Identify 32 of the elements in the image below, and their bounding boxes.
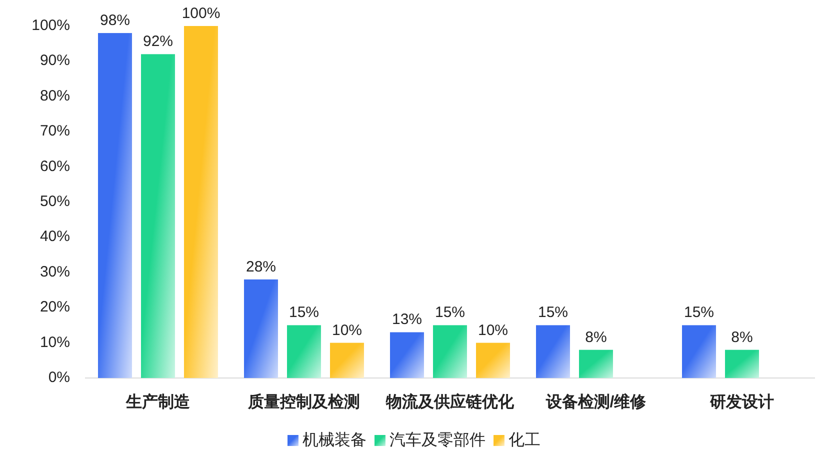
legend-label: 机械装备 — [302, 432, 366, 450]
y-tick-label: 20% — [40, 298, 70, 316]
data-label: 92% — [142, 33, 174, 50]
x-tick-label: 生产制造 — [126, 394, 190, 411]
data-label: 10% — [478, 322, 508, 339]
y-tick-label: 40% — [40, 228, 70, 246]
y-tick-label: 30% — [40, 263, 70, 280]
data-label: 13% — [392, 311, 422, 328]
y-tick-label: 100% — [32, 16, 70, 34]
y-tick-label: 70% — [40, 122, 70, 140]
data-label: 28% — [246, 258, 276, 276]
x-tick-label: 设备检测/维修 — [546, 394, 646, 411]
y-tick-label: 60% — [40, 158, 70, 175]
y-tick-label: 90% — [40, 52, 70, 70]
x-tick-label: 研发设计 — [710, 394, 774, 411]
x-tick-label: 质量控制及检测 — [248, 394, 360, 411]
y-tick-label: 50% — [40, 192, 70, 210]
data-label: 10% — [332, 322, 362, 339]
x-tick-label: 物流及供应链优化 — [386, 394, 514, 411]
y-tick-label: 80% — [40, 87, 70, 104]
data-label: 8% — [585, 328, 607, 346]
y-tick-label: 0% — [48, 368, 70, 386]
y-tick-label: 10% — [40, 334, 70, 351]
data-label: 8% — [731, 328, 753, 346]
legend-label: 化工 — [508, 432, 540, 450]
data-label: 98% — [100, 12, 130, 30]
data-label: 15% — [684, 304, 714, 322]
data-label: 15% — [538, 304, 568, 322]
legend-label: 汽车及零部件 — [390, 432, 486, 450]
data-label: 15% — [434, 304, 466, 322]
data-label: 100% — [182, 5, 220, 22]
data-label: 15% — [288, 304, 320, 322]
